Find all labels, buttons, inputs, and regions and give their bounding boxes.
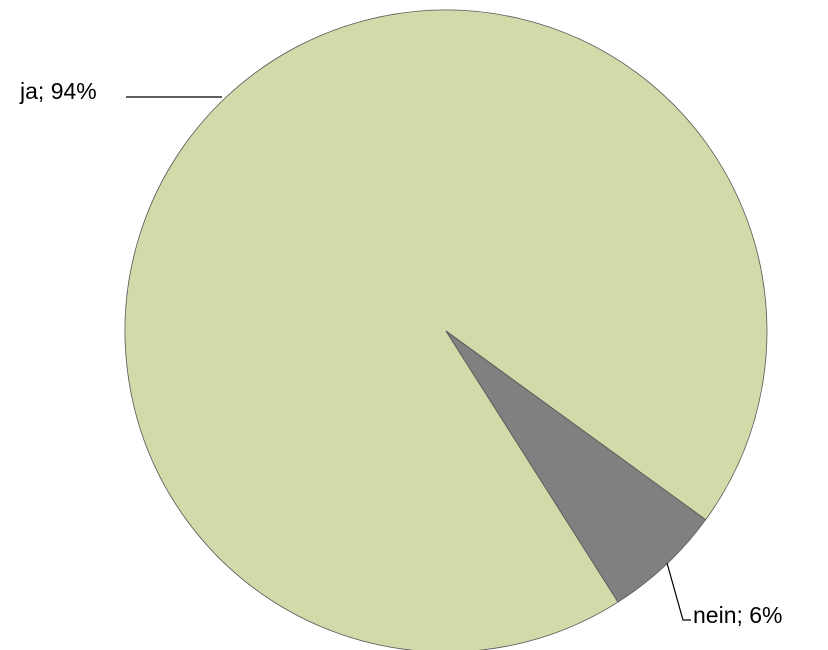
leader-line [666, 562, 691, 621]
data-label: nein; 6% [693, 602, 783, 628]
label-separator: ; [736, 602, 749, 628]
label-separator: ; [38, 78, 51, 104]
label-value: 6% [749, 602, 782, 628]
label-value: 94% [51, 78, 97, 104]
label-category: ja [19, 78, 38, 104]
label-category: nein [693, 602, 736, 628]
data-label: ja; 94% [19, 78, 97, 104]
pie-slice [445, 330, 707, 603]
pie-slice [124, 9, 768, 650]
